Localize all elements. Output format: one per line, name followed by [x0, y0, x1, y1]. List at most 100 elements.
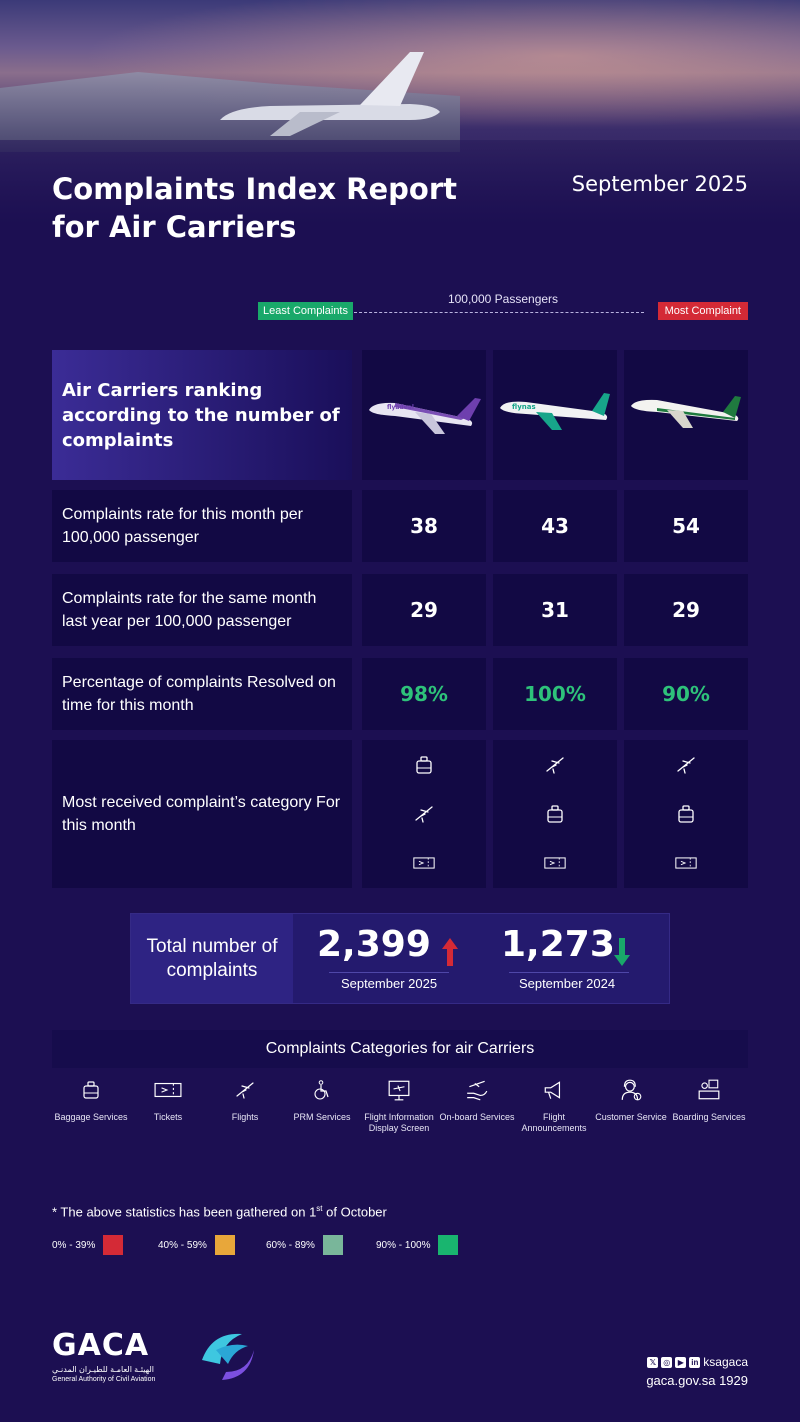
- category-boarding: Boarding Services: [670, 1078, 748, 1123]
- ranking-header-label: Air Carriers ranking according to the nu…: [52, 350, 352, 480]
- plane-icon: [236, 1082, 254, 1099]
- baggage-icon: [83, 1081, 99, 1099]
- table-row-resolved-percentage: Percentage of complaints Resolved on tim…: [52, 658, 748, 730]
- arrow-up-icon: [442, 938, 458, 966]
- plane-icon: [677, 757, 695, 774]
- carrier-2-value: 100%: [493, 658, 617, 730]
- category-label: PRM Services: [293, 1112, 351, 1122]
- category-prm: PRM Services: [283, 1078, 361, 1123]
- legend-item: 60% - 89%: [266, 1235, 343, 1255]
- categories-list: Baggage Services Tickets Flights PRM Ser…: [52, 1078, 748, 1158]
- carrier-3-plane-image: [631, 396, 741, 428]
- total-current-period: September 2025: [340, 976, 438, 991]
- category-label: Tickets: [153, 1112, 183, 1122]
- total-previous-value: 1,273: [501, 924, 615, 965]
- legend-item: 90% - 100%: [376, 1235, 459, 1255]
- legend-swatch-orange: [214, 1235, 235, 1255]
- legend-swatch-red: [103, 1235, 124, 1255]
- headset-agent-icon: [621, 1079, 642, 1101]
- legend-swatch-green: [438, 1235, 459, 1255]
- category-tickets: Tickets: [129, 1078, 207, 1123]
- gaca-logo: GACA الهيئـة العامـة للطيـران المدنـي Ge…: [52, 1320, 254, 1390]
- baggage-icon: [416, 756, 432, 774]
- hero-airport-photo: [0, 0, 800, 260]
- carrier-1-value: 29: [362, 574, 486, 646]
- megaphone-icon: [544, 1081, 561, 1099]
- carrier-3-cell: [624, 350, 748, 480]
- social-links: 𝕏 ◎ ▶ in ksagaca: [647, 1355, 748, 1369]
- onboard-service-icon: [467, 1080, 488, 1101]
- carrier-1-cell: flyadeal: [362, 350, 486, 480]
- category-fids: Flight Information Display Screen: [360, 1078, 438, 1133]
- carrier-2-plane-image: flynas: [500, 393, 610, 430]
- carrier-2-value: 43: [493, 490, 617, 562]
- ticket-icon: [675, 857, 697, 869]
- least-complaints-badge: Least Complaints: [258, 302, 353, 320]
- instagram-icon[interactable]: ◎: [661, 1356, 673, 1368]
- website-link[interactable]: gaca.gov.sa 1929: [646, 1373, 748, 1388]
- carrier-2-categories: [493, 740, 617, 888]
- table-row-current-rate: Complaints rate for this month per 100,0…: [52, 490, 748, 562]
- category-label: Flights: [231, 1112, 259, 1122]
- youtube-icon[interactable]: ▶: [675, 1356, 687, 1368]
- carrier-2-value: 31: [493, 574, 617, 646]
- categories-title: Complaints Categories for air Carriers: [52, 1030, 748, 1068]
- total-current-value: 2,399: [317, 924, 431, 965]
- category-label: Flight Information Display Screen: [364, 1112, 434, 1133]
- svg-text:flyadeal: flyadeal: [387, 404, 414, 411]
- table-header-row: Air Carriers ranking according to the nu…: [52, 350, 748, 480]
- table-row-top-categories: Most received complaint’s category For t…: [52, 740, 748, 888]
- report-period: September 2025: [571, 172, 748, 196]
- carrier-3-categories: [624, 740, 748, 888]
- category-label: Flight Announcements: [521, 1112, 587, 1133]
- boarding-desk-icon: [698, 1079, 720, 1100]
- scale-caption: 100,000 Passengers: [447, 292, 559, 306]
- category-label: Boarding Services: [672, 1112, 746, 1122]
- carrier-1-plane-image: flyadeal: [369, 398, 481, 434]
- baggage-icon: [678, 805, 694, 823]
- statistics-note: * The above statistics has been gathered…: [52, 1204, 387, 1220]
- plane-icon: [415, 806, 433, 823]
- display-screen-icon: [388, 1080, 410, 1101]
- carrier-1-value: 38: [362, 490, 486, 562]
- ticket-icon: [154, 1082, 182, 1098]
- category-announcements: Flight Announcements: [515, 1078, 593, 1133]
- category-label: Baggage Services: [54, 1112, 128, 1122]
- row-label: Complaints rate for the same month last …: [52, 574, 352, 646]
- category-customer-service: Customer Service: [592, 1078, 670, 1123]
- social-handle[interactable]: ksagaca: [703, 1355, 748, 1369]
- gaca-emblem-icon: [202, 1333, 254, 1380]
- total-previous-period: September 2024: [518, 976, 616, 991]
- total-complaints-box: Total number of complaints 2,399 Septemb…: [130, 913, 670, 1004]
- carrier-1-value: 98%: [362, 658, 486, 730]
- category-baggage: Baggage Services: [52, 1078, 130, 1123]
- carrier-1-categories: [362, 740, 486, 888]
- arrow-down-icon: [614, 938, 630, 966]
- row-label: Most received complaint’s category For t…: [52, 740, 352, 888]
- complaints-scale: 100,000 Passengers Least Complaints Most…: [258, 292, 748, 324]
- color-legend: 0% - 39% 40% - 59% 60% - 89% 90% - 100%: [52, 1235, 502, 1257]
- carrier-3-value: 54: [624, 490, 748, 562]
- scale-dashed-line: [354, 312, 644, 313]
- carrier-2-cell: flynas: [493, 350, 617, 480]
- x-icon[interactable]: 𝕏: [647, 1356, 659, 1368]
- report-title: Complaints Index Report for Air Carriers: [52, 172, 458, 244]
- plane-icon: [546, 757, 564, 774]
- ticket-icon: [544, 857, 566, 869]
- row-label: Complaints rate for this month per 100,0…: [52, 490, 352, 562]
- category-flights: Flights: [206, 1078, 284, 1123]
- linkedin-icon[interactable]: in: [689, 1356, 701, 1368]
- carrier-3-value: 29: [624, 574, 748, 646]
- most-complaint-badge: Most Complaint: [657, 302, 748, 320]
- parked-airliner: [220, 52, 440, 136]
- legend-item: 0% - 39%: [52, 1235, 124, 1255]
- svg-text:flynas: flynas: [512, 403, 536, 411]
- table-row-last-year-rate: Complaints rate for the same month last …: [52, 574, 748, 646]
- category-label: On-board Services: [439, 1112, 515, 1122]
- category-onboard: On-board Services: [438, 1078, 516, 1123]
- legend-swatch-light-green: [322, 1235, 343, 1255]
- carrier-3-value: 90%: [624, 658, 748, 730]
- ticket-icon: [413, 857, 435, 869]
- legend-item: 40% - 59%: [158, 1235, 235, 1255]
- wheelchair-icon: [314, 1080, 329, 1100]
